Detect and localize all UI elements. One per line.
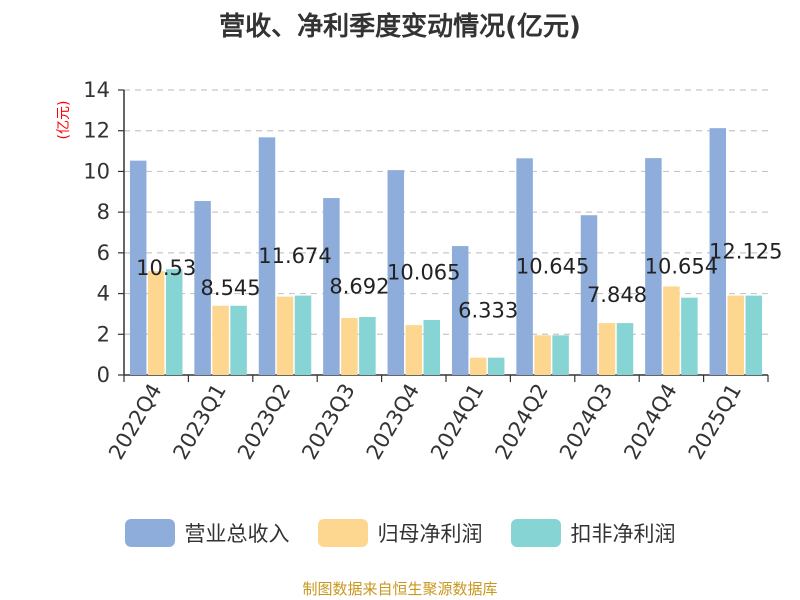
data-label: 10.065: [387, 261, 460, 285]
y-tick-label: 4: [97, 282, 110, 306]
y-tick-label: 6: [97, 241, 110, 265]
y-tick-label: 8: [97, 200, 110, 224]
bar-series-3: [745, 295, 763, 375]
x-tick-label: 2023Q4: [362, 380, 424, 464]
legend-item-revenue[interactable]: 营业总收入: [124, 518, 290, 548]
y-tick-label: 2: [97, 322, 110, 346]
x-tick-label: 2024Q1: [426, 380, 488, 464]
bar-series-3: [681, 297, 698, 375]
data-label: 8.545: [201, 276, 261, 300]
legend-label-revenue: 营业总收入: [184, 522, 290, 546]
bar-series-2: [212, 305, 229, 375]
bar-series-1: [709, 128, 727, 375]
legend-item-net-profit[interactable]: 归母净利润: [317, 518, 483, 548]
bar-series-3: [230, 305, 247, 375]
y-tick-label: 14: [83, 78, 110, 102]
x-tick-label: 2025Q1: [684, 380, 746, 464]
bar-series-2: [534, 335, 551, 375]
legend-label-deducted-profit: 扣非净利润: [570, 522, 676, 546]
legend-swatch-net-profit: [317, 519, 368, 547]
bar-series-3: [294, 295, 312, 375]
bar-series-2: [469, 357, 487, 375]
x-tick-label: 2023Q3: [297, 380, 359, 464]
bar-series-3: [165, 269, 183, 375]
bar-series-1: [451, 246, 469, 375]
bar-series-1: [258, 137, 276, 375]
y-tick-label: 0: [97, 363, 110, 387]
data-label: 6.333: [458, 299, 518, 323]
bar-series-3: [359, 316, 376, 375]
legend: 营业总收入 归母净利润 扣非净利润: [0, 518, 800, 548]
grid-layer: [124, 89, 768, 335]
bar-series-2: [147, 271, 165, 375]
bar-series-2: [727, 295, 745, 375]
bar-series-3: [487, 357, 505, 375]
x-tick-label: 2024Q2: [490, 380, 552, 464]
data-label: 7.848: [587, 283, 647, 307]
data-label: 12.125: [709, 240, 782, 264]
bar-series-3: [423, 320, 441, 375]
bar-series-2: [405, 325, 423, 375]
bar-series-1: [323, 198, 340, 375]
bar-series-3: [552, 335, 569, 375]
data-source-note: 制图数据来自恒生聚源数据库: [302, 580, 498, 598]
bar-series-1: [516, 158, 533, 375]
data-label: 10.654: [645, 255, 718, 279]
data-label: 8.692: [329, 275, 389, 299]
data-label: 10.53: [136, 256, 196, 280]
bar-series-2: [663, 286, 680, 375]
x-tick-label: 2023Q1: [168, 380, 230, 464]
legend-item-deducted-profit[interactable]: 扣非净利润: [510, 518, 676, 548]
x-tick-label: 2023Q2: [233, 380, 295, 464]
y-tick-label: 10: [83, 159, 110, 183]
bar-series-1: [580, 215, 598, 375]
bar-series-3: [616, 323, 634, 375]
x-tick-label: 2024Q4: [619, 380, 681, 464]
bar-series-2: [341, 318, 358, 375]
bar-series-2: [598, 323, 616, 375]
bar-series-1: [645, 158, 662, 375]
bar-series-1: [387, 170, 405, 375]
data-label: 10.645: [516, 255, 589, 279]
bar-series-1: [194, 201, 211, 375]
x-tick-label: 2024Q3: [555, 380, 617, 464]
legend-swatch-deducted-profit: [510, 519, 561, 547]
legend-swatch-revenue: [124, 519, 175, 547]
bar-series-1: [129, 160, 147, 375]
legend-label-net-profit: 归母净利润: [377, 522, 483, 546]
chart-title: 营收、净利季度变动情况(亿元): [219, 12, 581, 42]
bar-layer: [129, 128, 763, 375]
y-tick-label: 12: [83, 119, 110, 143]
x-tick-label: 2022Q4: [104, 380, 166, 464]
bar-series-2: [276, 296, 294, 375]
data-label: 11.674: [258, 244, 331, 268]
